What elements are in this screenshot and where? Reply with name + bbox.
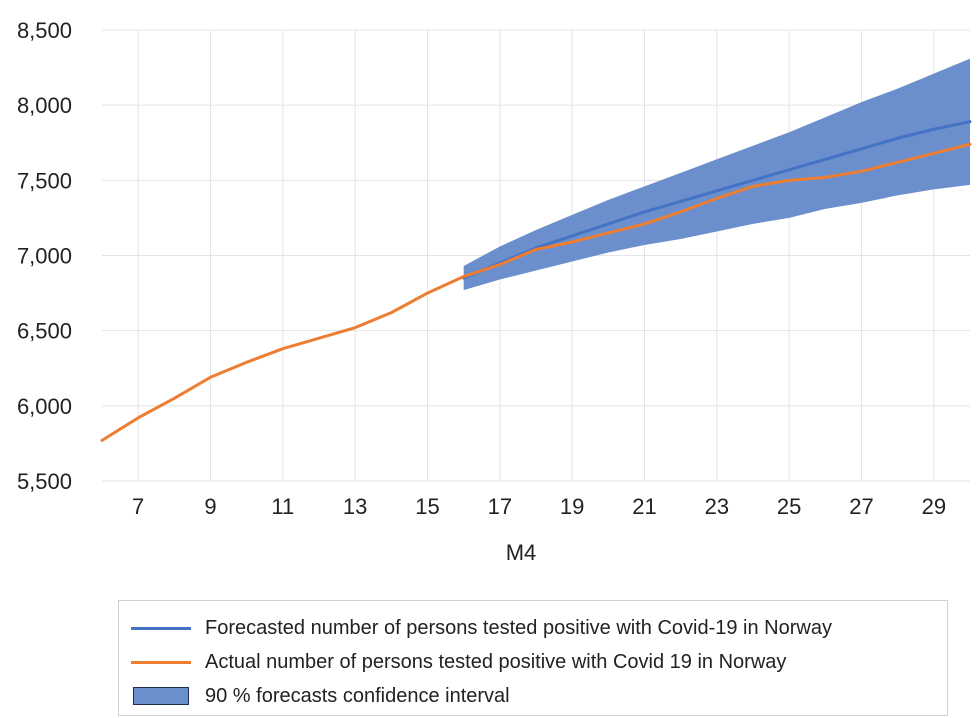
x-axis-title: M4 (506, 540, 537, 565)
y-tick-label: 8,000 (17, 93, 72, 118)
y-tick-label: 6,000 (17, 394, 72, 419)
y-tick-label: 5,500 (17, 469, 72, 494)
y-tick-label: 7,500 (17, 168, 72, 193)
x-tick-label: 29 (922, 494, 946, 519)
y-tick-label: 8,500 (17, 18, 72, 43)
chart: 5,500 6,000 6,500 7,000 7,500 8,000 8,500 7 9 11… (17, 18, 972, 565)
x-tick-label: 19 (560, 494, 584, 519)
forecast-line (462, 120, 972, 280)
legend-swatch-actual (131, 660, 191, 664)
legend-item-actual: Actual number of persons tested positive… (131, 647, 786, 677)
legend-label-band: 90 % forecasts confidence interval (205, 684, 510, 707)
y-axis: 5,500 6,000 6,500 7,000 7,500 8,000 8,500 (17, 18, 72, 494)
legend-item-forecast: Forecasted number of persons tested posi… (131, 613, 832, 643)
x-tick-label: 15 (415, 494, 439, 519)
x-tick-label: 7 (132, 494, 144, 519)
actual-line (100, 142, 972, 442)
confidence-band (463, 58, 970, 291)
x-axis: 7 9 11 13 15 17 19 21 23 25 27 29 (132, 494, 946, 519)
series-lines (100, 120, 972, 442)
x-tick-label: 21 (632, 494, 656, 519)
y-tick-label: 7,000 (17, 244, 72, 269)
y-tick-label: 6,500 (17, 319, 72, 344)
x-tick-label: 17 (488, 494, 512, 519)
x-tick-label: 25 (777, 494, 801, 519)
x-tick-label: 11 (271, 494, 294, 519)
confidence-band-area (463, 58, 970, 291)
x-tick-label: 23 (705, 494, 729, 519)
x-tick-label: 27 (849, 494, 873, 519)
legend-label-actual: Actual number of persons tested positive… (205, 650, 787, 673)
legend: Forecasted number of persons tested posi… (118, 600, 948, 716)
legend-swatch-band (133, 687, 189, 705)
legend-label-forecast: Forecasted number of persons tested posi… (205, 616, 832, 639)
legend-item-band: 90 % forecasts confidence interval (131, 681, 510, 711)
x-tick-label: 9 (204, 494, 216, 519)
legend-swatch-forecast (131, 626, 191, 630)
x-tick-label: 13 (343, 494, 367, 519)
